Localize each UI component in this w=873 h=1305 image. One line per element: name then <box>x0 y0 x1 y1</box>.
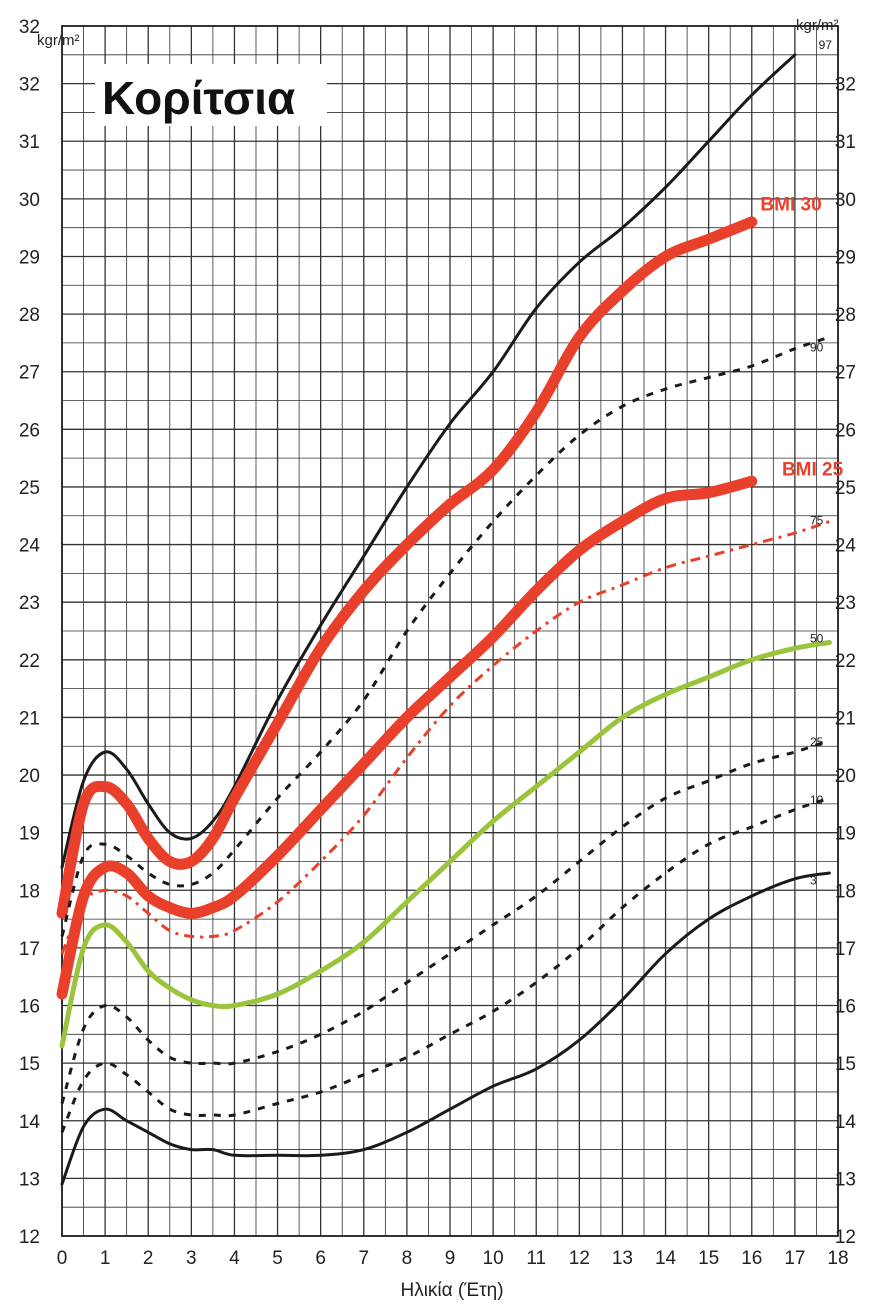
y-tick-label-left: 25 <box>19 478 40 499</box>
x-tick-label: 8 <box>402 1248 413 1269</box>
title-backdrop <box>95 64 327 126</box>
x-tick-label: 9 <box>445 1248 456 1269</box>
x-tick-label: 1 <box>100 1248 111 1269</box>
series-line-3 <box>60 871 831 1186</box>
y-tick-label-left: 26 <box>19 420 40 441</box>
y-tick-label-left: 18 <box>19 881 40 902</box>
y-tick-label-left: 21 <box>19 708 40 729</box>
series-line-10 <box>60 796 830 1133</box>
y-tick-label-left: 24 <box>19 536 41 557</box>
left-unit-label: kgr/m² <box>37 32 80 49</box>
y-tick-label-left: 14 <box>19 1112 41 1133</box>
series-line-bmi-30 <box>56 216 758 919</box>
y-tick-label-right: 17 <box>835 939 856 960</box>
x-tick-label: 17 <box>784 1248 805 1269</box>
y-tick-label-left: 15 <box>19 1054 40 1075</box>
y-tick-label-left: 19 <box>19 824 40 845</box>
grid <box>61 25 839 1237</box>
y-tick-label-right: 28 <box>835 305 856 326</box>
y-tick-label-right: 20 <box>835 766 856 787</box>
series-line-97 <box>60 53 797 869</box>
x-tick-label: 11 <box>526 1248 546 1269</box>
line-labels: 97 BMI 30 90 BMI 25 75 50 25 10 3 <box>760 38 843 887</box>
x-tick-label: 7 <box>358 1248 369 1269</box>
x-tick-label: 16 <box>741 1248 762 1269</box>
y-tick-label-right: 27 <box>835 363 856 384</box>
line-label-10: 10 <box>810 793 824 807</box>
y-tick-label-left: 13 <box>19 1169 40 1190</box>
x-tick-label: 2 <box>143 1248 154 1269</box>
series-lines <box>56 53 832 1186</box>
y-tick-label-right: 16 <box>835 997 856 1018</box>
y-tick-label-left: 32 <box>19 75 40 96</box>
line-label-90: 90 <box>810 341 824 355</box>
line-label-75: 75 <box>810 513 824 527</box>
line-label-bmi-30: BMI 30 <box>760 194 821 215</box>
y-tick-label-left: 20 <box>19 766 40 787</box>
y-tick-label-right: 21 <box>835 708 856 729</box>
y-tick-label-right: 31 <box>835 132 856 153</box>
line-label-bmi-25: BMI 25 <box>782 459 844 480</box>
x-tick-label: 13 <box>612 1248 633 1269</box>
line-label-25: 25 <box>810 735 824 749</box>
x-tick-label: 5 <box>272 1248 283 1269</box>
right-unit-label: kgr/m² <box>796 17 839 34</box>
series-line-75 <box>60 520 830 955</box>
line-label-3: 3 <box>810 874 817 888</box>
x-tick-label: 18 <box>827 1248 848 1269</box>
y-tick-label-left: 31 <box>19 132 40 153</box>
y-tick-label-left: 27 <box>19 363 40 384</box>
x-tick-label: 14 <box>655 1248 677 1269</box>
x-tick-label: 4 <box>229 1248 240 1269</box>
y-tick-label-right: 22 <box>835 651 856 672</box>
x-tick-label: 3 <box>186 1248 197 1269</box>
series-line-50 <box>59 640 832 1049</box>
y-tick-label-right: 29 <box>835 247 856 268</box>
y-tick-label-left: 30 <box>19 190 40 211</box>
series-line-90 <box>60 335 830 937</box>
x-tick-label: 6 <box>315 1248 326 1269</box>
x-axis-label: Ηλικία (Έτη) <box>400 1280 503 1301</box>
chart-title: Κορίτσια <box>102 72 295 124</box>
y-tick-label-right: 12 <box>835 1227 856 1248</box>
plot-frame <box>61 25 839 1237</box>
line-label-50: 50 <box>810 632 824 646</box>
y-tick-label-right: 24 <box>835 536 857 557</box>
y-tick-label-right: 25 <box>835 478 856 499</box>
y-tick-label-left: 16 <box>19 997 40 1018</box>
series-line-bmi-25 <box>56 475 758 1000</box>
y-tick-label-left: 12 <box>19 1227 40 1248</box>
y-tick-label-left: 22 <box>19 651 40 672</box>
y-tick-label-right: 26 <box>835 420 856 441</box>
tick-labels: 0 1 2 3 4 5 6 7 8 9 10 11 12 13 14 15 16 17 18121314151617… <box>19 17 857 1269</box>
y-tick-label-left: 23 <box>19 593 40 614</box>
y-tick-label-left: 29 <box>19 247 40 268</box>
y-tick-label-right: 13 <box>835 1169 856 1190</box>
y-tick-label-right: 18 <box>835 881 856 902</box>
y-tick-label-right: 14 <box>835 1112 857 1133</box>
y-tick-label-left: 32 <box>19 17 40 38</box>
x-tick-label: 12 <box>569 1248 590 1269</box>
y-tick-label-right: 19 <box>835 824 856 845</box>
line-label-97: 97 <box>819 38 833 52</box>
y-tick-label-right: 30 <box>835 190 856 211</box>
y-tick-label-left: 17 <box>19 939 40 960</box>
x-tick-label: 15 <box>698 1248 719 1269</box>
y-tick-label-left: 28 <box>19 305 40 326</box>
y-tick-label-right: 23 <box>835 593 856 614</box>
x-tick-label: 10 <box>483 1248 504 1269</box>
x-tick-label: 0 <box>57 1248 68 1269</box>
y-tick-label-right: 32 <box>835 75 856 96</box>
series-line-25 <box>60 739 830 1104</box>
y-tick-label-right: 15 <box>835 1054 856 1075</box>
